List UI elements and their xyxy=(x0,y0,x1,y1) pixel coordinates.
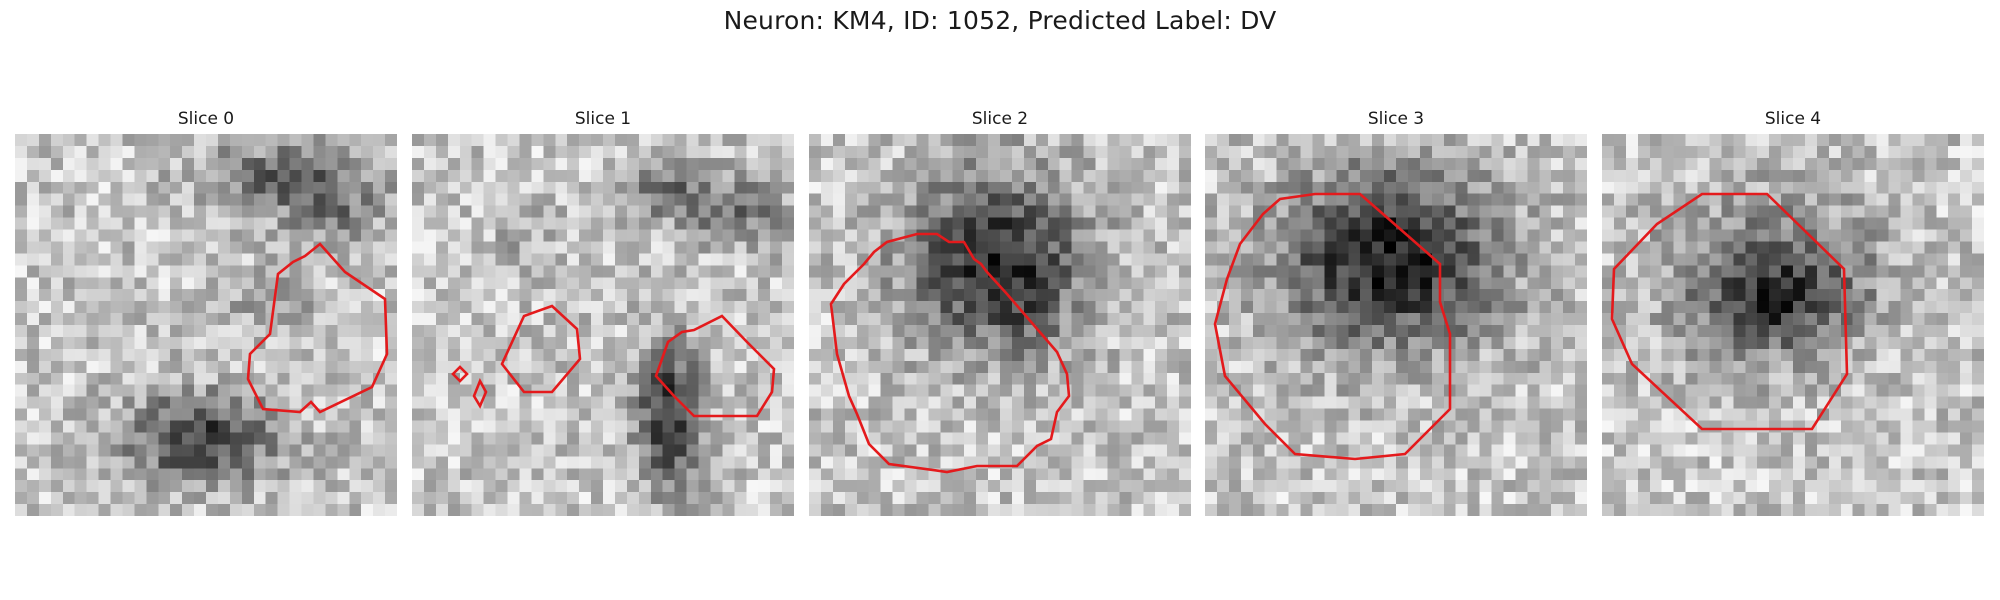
slice-0-contour xyxy=(246,242,389,414)
slice-0-title: Slice 0 xyxy=(177,109,235,129)
slice-1-overlay xyxy=(451,304,776,418)
slice-3-title: Slice 3 xyxy=(1367,109,1425,129)
slice-3-overlay xyxy=(1213,192,1452,461)
slice-1-panel xyxy=(412,134,794,516)
figure-title: Neuron: KM4, ID: 1052, Predicted Label: … xyxy=(723,6,1277,35)
slice-0-overlay xyxy=(246,242,389,414)
slice-0-image xyxy=(15,134,397,516)
slice-4-panel xyxy=(1602,134,1984,516)
slice-3-panel xyxy=(1205,134,1587,516)
slice-3-image xyxy=(1205,134,1587,516)
slice-0-panel xyxy=(15,134,397,516)
slice-1-contour-small-b xyxy=(472,377,488,409)
slice-4-image xyxy=(1602,134,1984,516)
slice-1-contour-small-a xyxy=(451,365,469,383)
slice-4-overlay xyxy=(1610,192,1849,431)
slice-2-title: Slice 2 xyxy=(971,109,1029,129)
slice-2-image xyxy=(809,134,1191,516)
slice-1-contour-large xyxy=(654,314,776,418)
slice-1-title: Slice 1 xyxy=(574,109,632,129)
slice-2-overlay xyxy=(829,232,1071,474)
slice-1-contour-medium xyxy=(500,304,582,394)
slice-2-panel xyxy=(809,134,1191,516)
slice-2-contour xyxy=(829,232,1071,474)
slice-3-contour xyxy=(1213,192,1452,461)
slice-4-contour xyxy=(1610,192,1849,431)
slice-4-title: Slice 4 xyxy=(1764,109,1822,129)
